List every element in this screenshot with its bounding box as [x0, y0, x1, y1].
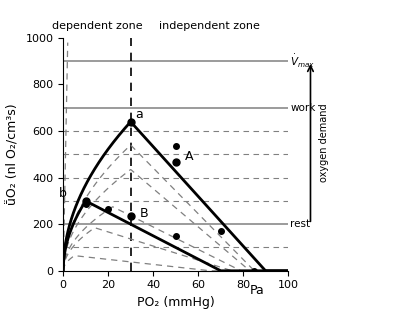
Text: rest: rest — [290, 219, 310, 229]
Text: work: work — [290, 103, 316, 113]
Text: dependent zone: dependent zone — [52, 21, 142, 31]
Text: independent zone: independent zone — [159, 21, 260, 31]
X-axis label: PO₂ (mmHg): PO₂ (mmHg) — [137, 296, 214, 309]
Text: b: b — [59, 187, 67, 200]
Text: $\dot{V}_{max}$: $\dot{V}_{max}$ — [290, 53, 315, 70]
Text: a: a — [135, 107, 143, 121]
Text: Pa: Pa — [250, 283, 264, 297]
Text: A: A — [185, 150, 193, 163]
Text: oxygen demand: oxygen demand — [319, 103, 329, 182]
Text: B: B — [140, 207, 148, 220]
Y-axis label: ṻO₂ (nl O₂/cm³s): ṻO₂ (nl O₂/cm³s) — [7, 104, 20, 205]
